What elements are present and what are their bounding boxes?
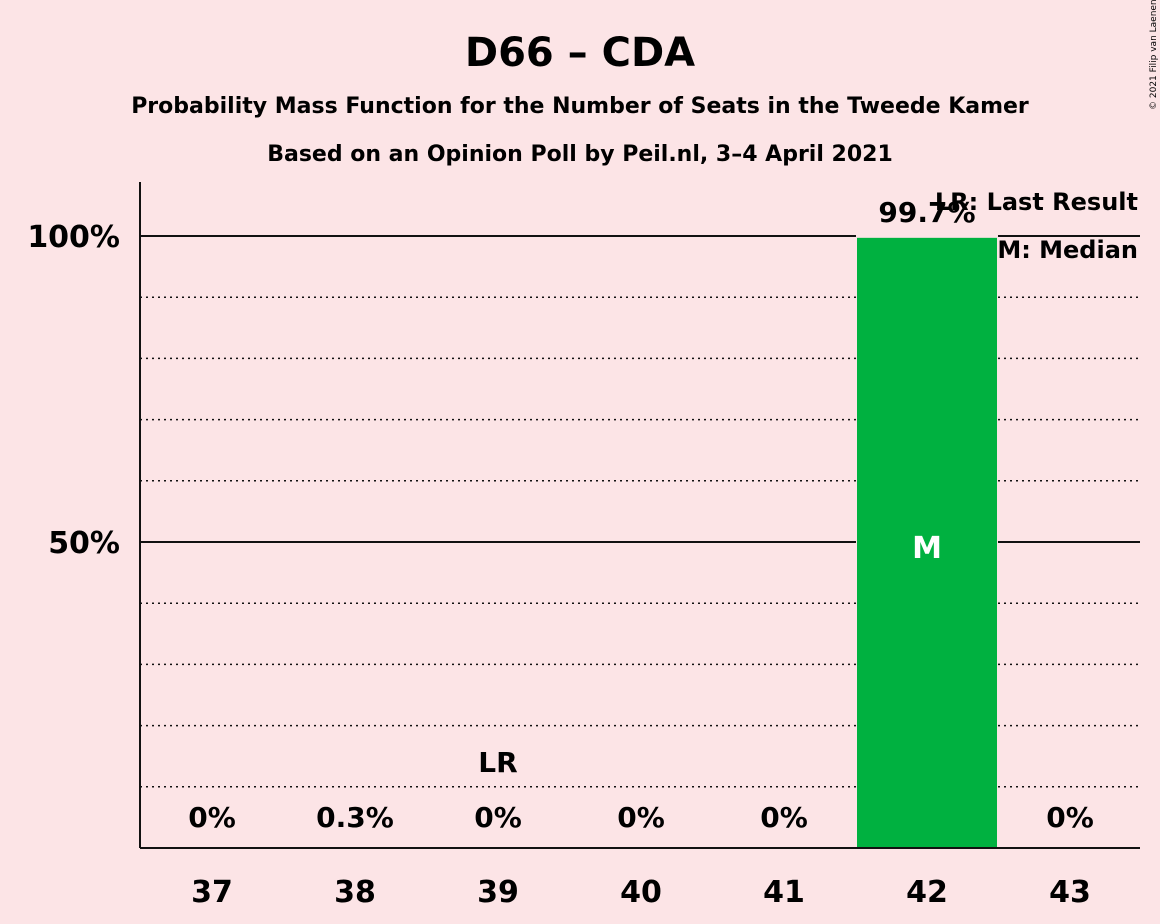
bar-value-label: 0% xyxy=(474,801,522,834)
y-tick-label: 100% xyxy=(27,220,120,255)
chart-subtitle-2: Based on an Opinion Poll by Peil.nl, 3–4… xyxy=(267,142,893,167)
bar-value-label: 0% xyxy=(617,801,665,834)
last-result-marker: LR xyxy=(478,746,517,779)
bar-value-label: 99.7% xyxy=(878,196,975,229)
labels: 50% 100% 37 0% 38 0.3% 39 0% LR 40 0% 41 0% 42 99.7% M 4… xyxy=(27,196,1093,910)
bars xyxy=(856,233,998,848)
chart-subtitle-1: Probability Mass Function for the Number… xyxy=(131,94,1029,119)
x-tick-label: 41 xyxy=(763,875,805,910)
chart-title: D66 – CDA xyxy=(465,30,695,76)
legend-last-result: LR: Last Result xyxy=(935,188,1138,216)
axes xyxy=(139,182,1140,849)
bar xyxy=(857,237,997,848)
bar-value-label: 0.3% xyxy=(316,801,394,834)
bar-value-label: 0% xyxy=(1046,801,1094,834)
x-tick-label: 42 xyxy=(906,875,948,910)
x-tick-label: 43 xyxy=(1049,875,1091,910)
median-marker: M xyxy=(912,531,942,566)
bar-value-label: 0% xyxy=(188,801,236,834)
y-tick-label: 50% xyxy=(48,526,120,561)
copyright-text: © 2021 Filip van Laenen xyxy=(1149,0,1159,110)
x-tick-label: 40 xyxy=(620,875,662,910)
x-tick-label: 39 xyxy=(477,875,519,910)
bar-value-label: 0% xyxy=(760,801,808,834)
x-tick-label: 37 xyxy=(191,875,233,910)
x-tick-label: 38 xyxy=(334,875,376,910)
legend-median: M: Median xyxy=(997,236,1138,264)
